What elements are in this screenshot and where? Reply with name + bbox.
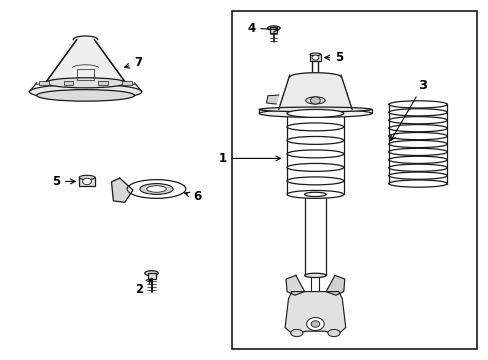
Ellipse shape bbox=[286, 177, 343, 185]
Circle shape bbox=[310, 97, 320, 104]
Bar bbox=[122, 81, 132, 85]
Ellipse shape bbox=[286, 123, 343, 131]
Ellipse shape bbox=[286, 109, 343, 117]
Circle shape bbox=[311, 55, 318, 60]
Bar bbox=[79, 177, 95, 186]
Text: 2: 2 bbox=[135, 279, 151, 296]
Ellipse shape bbox=[388, 148, 447, 156]
Ellipse shape bbox=[79, 175, 95, 180]
Ellipse shape bbox=[286, 190, 343, 198]
Ellipse shape bbox=[29, 84, 142, 99]
Ellipse shape bbox=[146, 186, 166, 192]
Ellipse shape bbox=[37, 90, 134, 101]
Bar bbox=[232, 11, 476, 349]
Ellipse shape bbox=[259, 107, 371, 112]
Ellipse shape bbox=[388, 180, 447, 187]
Polygon shape bbox=[285, 275, 304, 295]
Ellipse shape bbox=[267, 26, 280, 30]
Text: 5: 5 bbox=[324, 51, 343, 64]
Ellipse shape bbox=[140, 184, 173, 194]
Bar bbox=[98, 81, 107, 85]
Ellipse shape bbox=[388, 101, 447, 108]
Ellipse shape bbox=[388, 156, 447, 163]
Ellipse shape bbox=[388, 172, 447, 179]
Bar bbox=[39, 81, 49, 85]
Polygon shape bbox=[325, 275, 344, 295]
Bar bbox=[270, 27, 277, 33]
Ellipse shape bbox=[388, 132, 447, 140]
Text: 3: 3 bbox=[390, 79, 427, 140]
Bar bbox=[147, 273, 155, 279]
Ellipse shape bbox=[127, 180, 185, 198]
Ellipse shape bbox=[305, 97, 325, 104]
Ellipse shape bbox=[290, 329, 303, 337]
Ellipse shape bbox=[388, 109, 447, 116]
Circle shape bbox=[82, 178, 91, 185]
Ellipse shape bbox=[388, 164, 447, 171]
Ellipse shape bbox=[286, 163, 343, 171]
Ellipse shape bbox=[144, 271, 158, 276]
Text: 4: 4 bbox=[246, 22, 278, 35]
Ellipse shape bbox=[327, 329, 340, 337]
Ellipse shape bbox=[304, 192, 325, 197]
Ellipse shape bbox=[259, 109, 371, 117]
Ellipse shape bbox=[286, 136, 343, 144]
Text: 6: 6 bbox=[184, 190, 201, 203]
Text: 5: 5 bbox=[52, 175, 75, 188]
Text: 1: 1 bbox=[218, 152, 280, 165]
Bar bbox=[63, 81, 73, 85]
Bar bbox=[77, 69, 94, 80]
Polygon shape bbox=[266, 95, 278, 104]
Polygon shape bbox=[45, 36, 125, 83]
Ellipse shape bbox=[388, 125, 447, 132]
Text: 7: 7 bbox=[124, 57, 142, 69]
Polygon shape bbox=[285, 292, 345, 335]
Ellipse shape bbox=[45, 78, 126, 88]
Polygon shape bbox=[111, 178, 133, 202]
Circle shape bbox=[310, 321, 319, 327]
Ellipse shape bbox=[388, 117, 447, 124]
Bar bbox=[309, 54, 320, 61]
Ellipse shape bbox=[388, 140, 447, 148]
Polygon shape bbox=[278, 73, 351, 109]
Circle shape bbox=[306, 318, 324, 330]
Ellipse shape bbox=[286, 150, 343, 158]
Ellipse shape bbox=[309, 53, 320, 56]
Ellipse shape bbox=[304, 273, 325, 278]
